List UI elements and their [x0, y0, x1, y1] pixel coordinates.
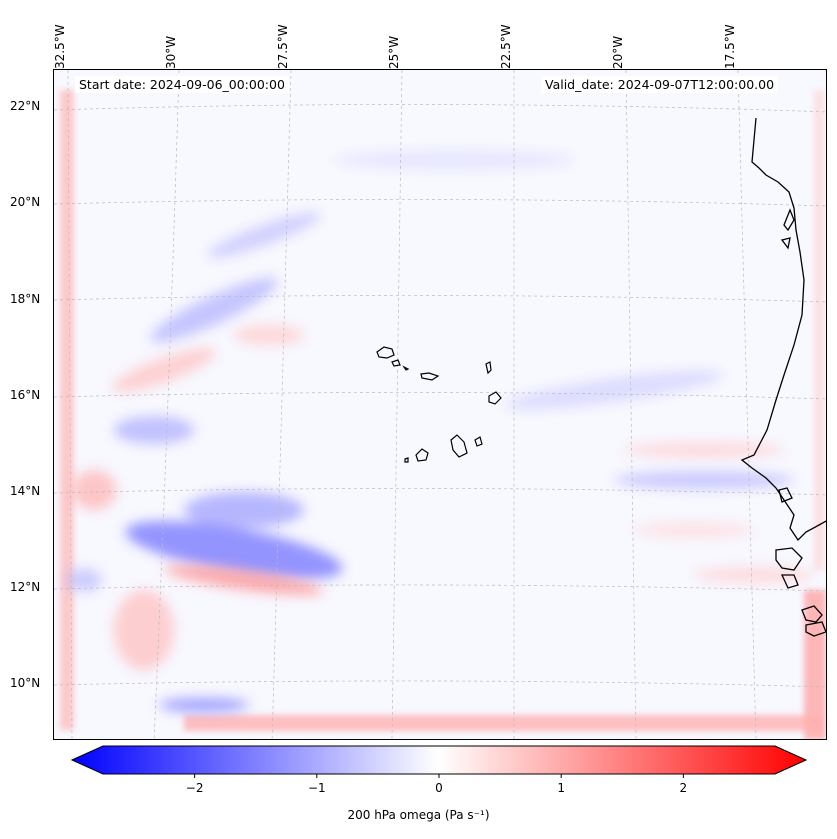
africa-coastline: [740, 117, 826, 637]
lat-label-12n: 12°N: [10, 580, 41, 594]
lat-label-22n: 22°N: [10, 99, 41, 113]
lon-label-27-5w: 27.5°W: [276, 24, 290, 69]
start-date-label: Start date: 2024-09-06_00:00:00: [75, 76, 289, 93]
colorbar-tick-label: 1: [557, 781, 565, 795]
colorbar-tick-label: 2: [679, 781, 688, 795]
lat-label-18n: 18°N: [10, 292, 41, 306]
lon-label-30w: 30°W: [164, 35, 178, 69]
boundary-bands: [60, 90, 826, 739]
positive-omega-patches: [72, 325, 814, 670]
lon-label-17-5w: 17.5°W: [723, 24, 737, 69]
colorbar-tick-label: 0: [435, 781, 443, 795]
colorbar-tick-label: −1: [307, 781, 326, 795]
lat-label-10n: 10°N: [10, 676, 41, 690]
omega-field-map: [54, 70, 826, 739]
lat-label-16n: 16°N: [10, 388, 41, 402]
lon-label-22-5w: 22.5°W: [499, 24, 513, 69]
colorbar-tick-label: −2: [185, 781, 204, 795]
gridlines: [54, 70, 826, 739]
lat-label-14n: 14°N: [10, 484, 41, 498]
map-background: [54, 70, 826, 739]
negative-omega-patches: [66, 150, 794, 712]
lon-label-32-5w: 32.5°W: [53, 24, 67, 69]
lon-label-25w: 25°W: [387, 35, 401, 69]
omega-colorbar: [70, 745, 808, 778]
valid-date-label: Valid_date: 2024-09-07T12:00:00.00: [541, 76, 779, 93]
map-panel[interactable]: [53, 69, 827, 740]
lon-label-20w: 20°W: [611, 35, 625, 69]
lat-label-20n: 20°N: [10, 195, 41, 209]
colorbar-bar: [70, 745, 808, 775]
colorbar-label: 200 hPa omega (Pa s⁻¹): [347, 808, 490, 822]
cabo-verde-islands: [376, 346, 502, 463]
